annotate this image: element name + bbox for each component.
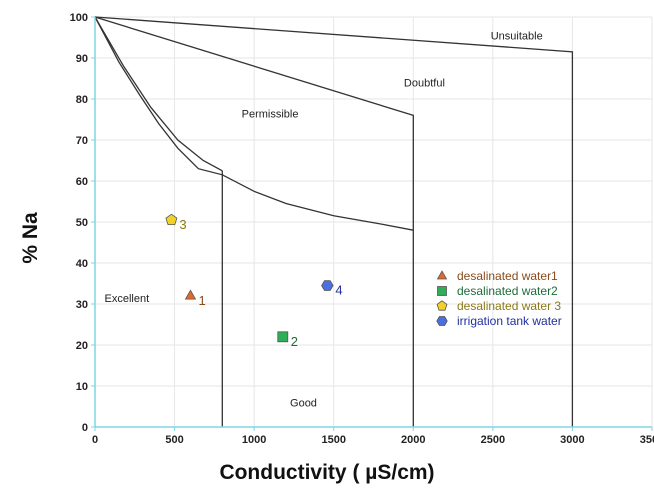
y-tick-label: 10 — [76, 381, 88, 393]
y-tick-label: 40 — [76, 258, 88, 270]
point-label: 2 — [291, 334, 298, 349]
x-tick-label: 500 — [165, 434, 183, 446]
classification-boundaries — [94, 16, 574, 427]
y-tick-label: 80 — [76, 94, 88, 106]
legend-entry: desalinated water2 — [457, 284, 558, 298]
y-tick-label: 0 — [82, 422, 88, 434]
y-tick-label: 50 — [76, 217, 88, 229]
y-tick-label: 30 — [76, 299, 88, 311]
region-label: Excellent — [105, 293, 150, 305]
boundary-line — [94, 16, 574, 427]
region-label: Permissible — [242, 108, 299, 120]
axes — [91, 16, 653, 431]
x-tick-label: 3000 — [560, 434, 584, 446]
region-label: Doubtful — [404, 78, 445, 90]
square-marker — [437, 286, 447, 296]
y-tick-label: 20 — [76, 340, 88, 352]
y-axis-title: % Na — [19, 212, 42, 264]
pentagon-marker — [436, 300, 448, 311]
boundary-line — [94, 16, 414, 231]
x-tick-label: 2500 — [481, 434, 505, 446]
point-label: 1 — [198, 293, 205, 308]
region-labels: Unsuitable Doubtful Permissible Excellent Go… — [105, 30, 543, 409]
boundary-line — [94, 16, 414, 427]
hexagon-marker — [436, 316, 448, 326]
legend-entry: irrigation tank water — [457, 314, 562, 328]
y-tick-label: 100 — [70, 12, 88, 24]
x-tick-label: 1000 — [242, 434, 266, 446]
hexagon-marker — [321, 280, 334, 291]
y-tick-label: 70 — [76, 135, 88, 147]
x-tick-labels: 0 500 1000 1500 2000 2500 3000 3500 — [92, 434, 654, 446]
data-points: 1 2 3 4 — [165, 213, 343, 349]
x-tick-label: 3500 — [640, 434, 654, 446]
region-label: Good — [290, 397, 317, 409]
legend-entry: desalinated water1 — [457, 269, 558, 283]
x-axis-title: Conductivity ( µS/cm) — [219, 461, 434, 484]
square-marker — [277, 331, 289, 343]
y-tick-label: 90 — [76, 53, 88, 65]
grid — [94, 16, 653, 428]
point-label: 3 — [179, 217, 186, 232]
x-tick-label: 2000 — [401, 434, 425, 446]
triangle-marker — [184, 289, 197, 300]
x-tick-label: 1500 — [321, 434, 345, 446]
y-tick-labels: 0 10 20 30 40 50 60 70 80 90 100 — [70, 12, 88, 434]
point-label: 4 — [335, 283, 342, 298]
y-tick-label: 60 — [76, 176, 88, 188]
region-label: Unsuitable — [491, 30, 543, 42]
triangle-marker — [436, 270, 448, 280]
pentagon-marker — [165, 213, 178, 226]
x-tick-label: 0 — [92, 434, 98, 446]
boundary-line — [94, 16, 223, 172]
legend-entry: desalinated water 3 — [457, 299, 561, 313]
